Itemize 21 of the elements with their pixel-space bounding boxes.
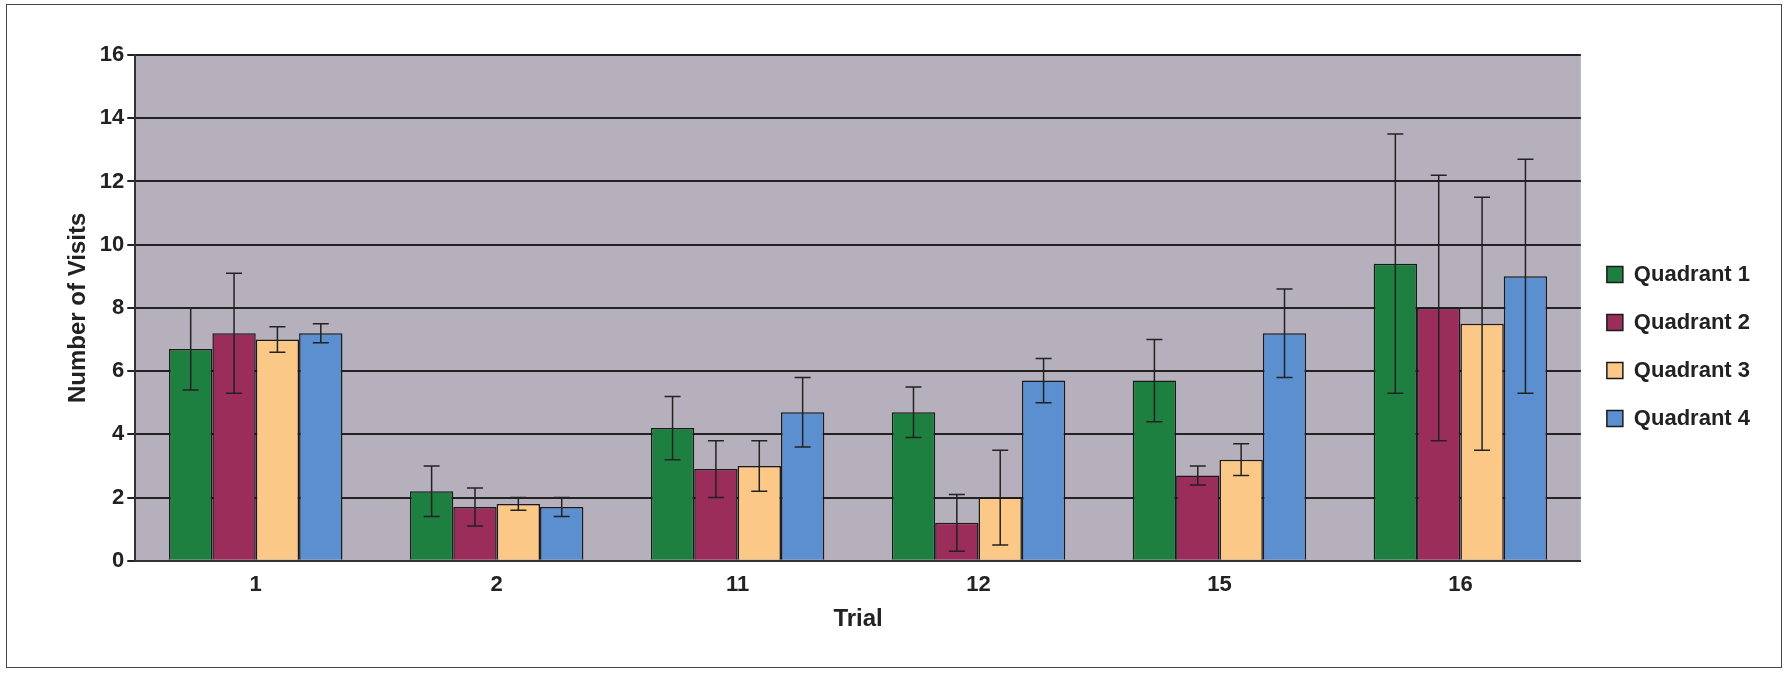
legend-label: Quadrant 1 — [1633, 260, 1751, 286]
y-tick-label: 10 — [99, 230, 125, 256]
x-tick-label: 2 — [490, 571, 503, 597]
x-axis-title: Trial — [833, 604, 883, 632]
y-tick-label: 12 — [99, 167, 125, 193]
x-tick-label: 11 — [725, 571, 750, 597]
y-tick-label: 8 — [112, 293, 125, 319]
y-tick-label: 4 — [112, 420, 126, 446]
y-tick-label: 14 — [99, 104, 126, 130]
y-tick-label: 0 — [112, 546, 125, 572]
y-axis-title: Number of Visits — [63, 212, 91, 404]
x-tick-label: 1 — [249, 571, 262, 597]
legend-label: Quadrant 2 — [1633, 308, 1751, 334]
y-tick-label: 6 — [112, 357, 125, 383]
x-tick-label: 12 — [966, 571, 991, 597]
x-tick-label: 16 — [1448, 571, 1473, 597]
legend-label: Quadrant 3 — [1633, 356, 1751, 382]
x-tick-label: 15 — [1207, 571, 1232, 597]
legend-label: Quadrant 4 — [1633, 404, 1751, 430]
y-tick-label: 16 — [99, 41, 125, 67]
y-tick-label: 2 — [112, 483, 125, 509]
